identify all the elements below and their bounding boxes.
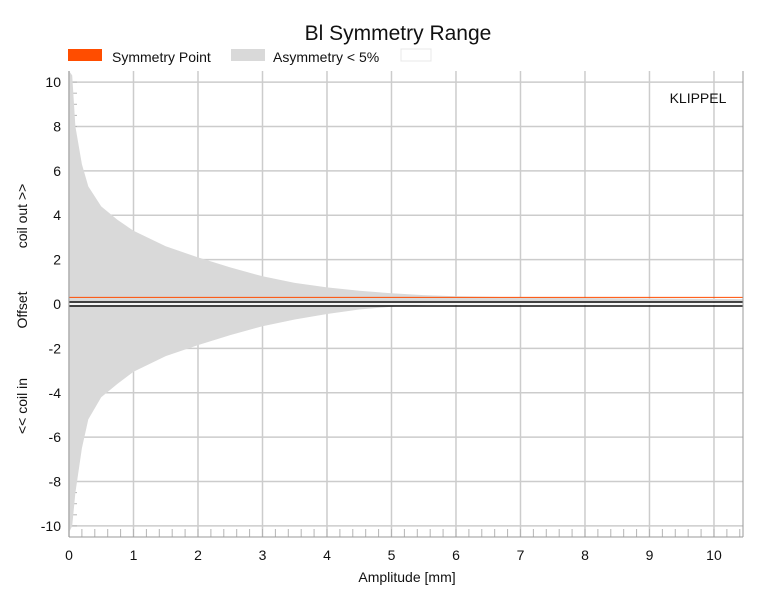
- y-tick-label: 10: [45, 74, 61, 90]
- x-tick-label: 2: [194, 547, 202, 563]
- y-axis-label-middle: Offset: [14, 291, 30, 328]
- x-tick-label: 6: [452, 547, 460, 563]
- y-tick-label: 8: [53, 118, 61, 134]
- x-tick-label: 3: [259, 547, 267, 563]
- x-tick-label: 9: [646, 547, 654, 563]
- x-tick-label: 1: [130, 547, 138, 563]
- plot-area: [68, 71, 744, 538]
- y-tick-label: -2: [49, 340, 62, 356]
- x-tick-label: 0: [65, 547, 73, 563]
- legend-label-symmetry-point: Symmetry Point: [112, 49, 211, 65]
- x-axis-label: Amplitude [mm]: [358, 569, 455, 585]
- x-tick-label: 5: [388, 547, 396, 563]
- y-tick-labels: -10 -8 -6 -4 -2 0 2 4 6 8 10: [41, 74, 61, 534]
- x-tick-label: 8: [581, 547, 589, 563]
- y-tick-label: -4: [49, 385, 62, 401]
- legend-label-asymmetry: Asymmetry < 5%: [273, 49, 379, 65]
- x-tick-label: 4: [323, 547, 331, 563]
- y-tick-label: 0: [53, 296, 61, 312]
- y-tick-label: -10: [41, 518, 61, 534]
- x-tick-label: 7: [517, 547, 525, 563]
- klippel-watermark: KLIPPEL: [670, 90, 727, 106]
- legend-swatch-blank: [400, 48, 432, 62]
- legend-swatch-asymmetry: [231, 49, 265, 61]
- y-tick-label: -6: [49, 429, 62, 445]
- y-axis-label-bottom: << coil in: [14, 378, 30, 434]
- legend-swatch-symmetry-point: [68, 49, 102, 61]
- zero-line: [69, 301, 743, 307]
- x-tick-labels: 0 1 2 3 4 5 6 7 8 9 10: [65, 547, 722, 563]
- y-tick-label: 2: [53, 252, 61, 268]
- chart-title: Bl Symmetry Range: [305, 22, 492, 45]
- y-tick-label: 6: [53, 163, 61, 179]
- y-tick-label: -8: [49, 474, 62, 490]
- y-axis-label-top: coil out >>: [14, 184, 30, 249]
- legend: Symmetry Point Asymmetry < 5%: [68, 48, 432, 65]
- y-tick-label: 4: [53, 207, 61, 223]
- x-tick-label: 10: [706, 547, 722, 563]
